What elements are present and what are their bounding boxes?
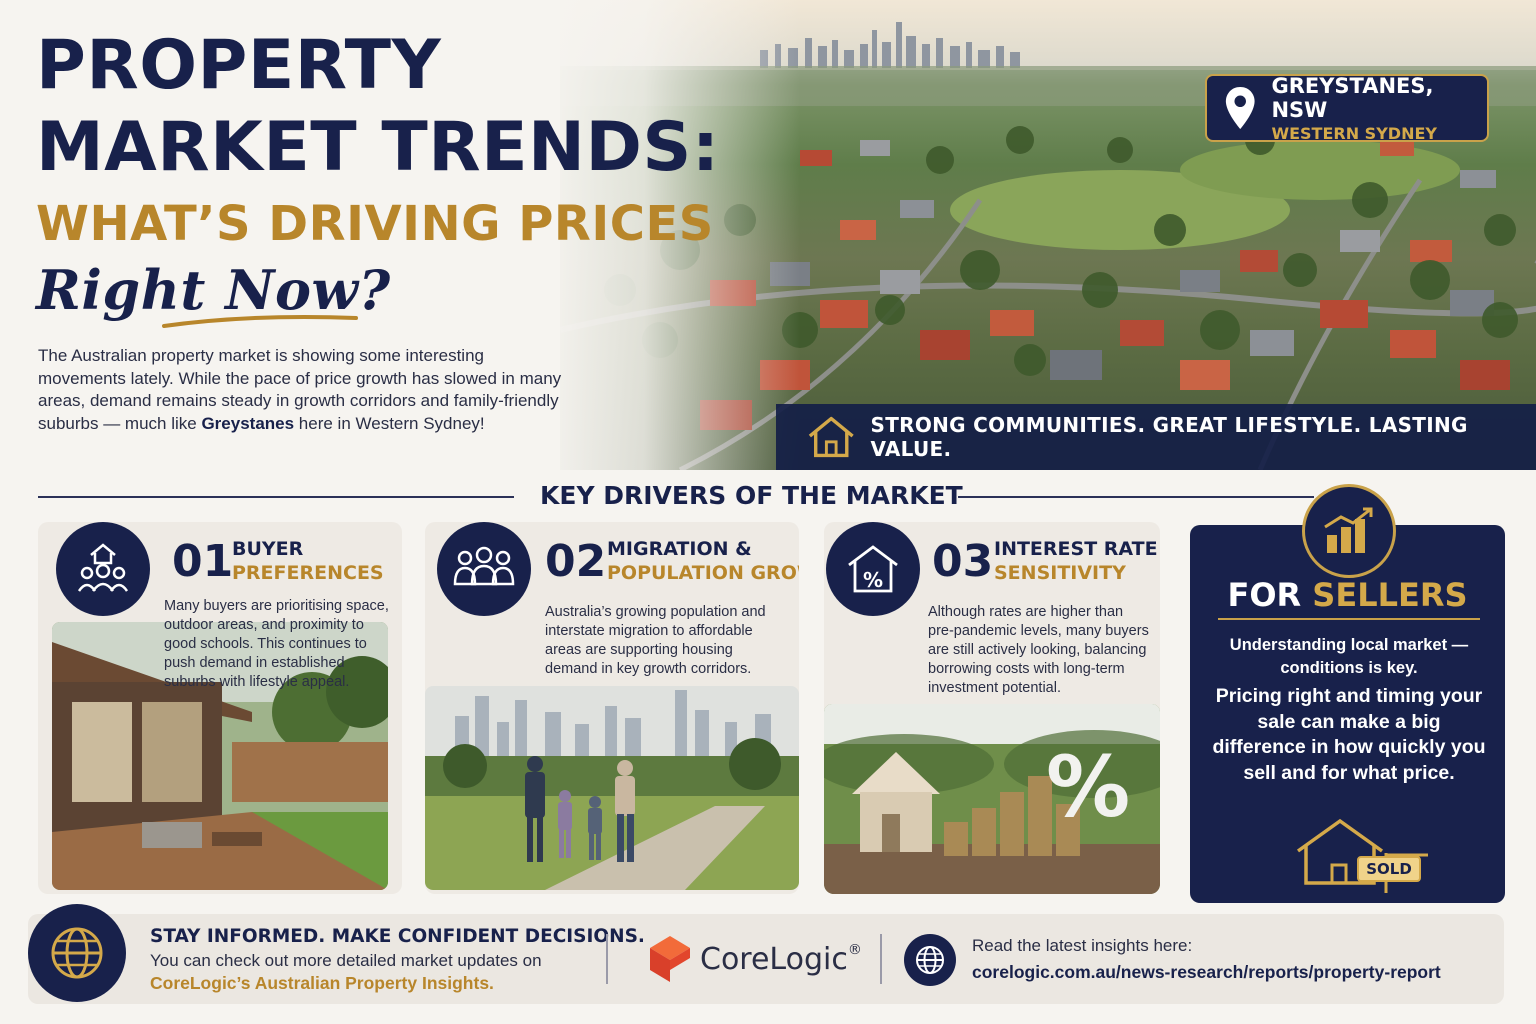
family-house-icon	[56, 522, 150, 616]
bar-chart-icon	[1302, 484, 1396, 578]
driver-card-3: % % 03 INTEREST RATE SENSITIVITY Althoug…	[824, 522, 1160, 894]
corelogic-logo-icon	[650, 936, 690, 982]
intro-paragraph: The Australian property market is showin…	[38, 346, 562, 433]
sellers-panel: SOLD	[1190, 525, 1505, 903]
card-title-line1: INTEREST RATE	[994, 538, 1158, 560]
title-line-3: WHAT’S DRIVING PRICES	[36, 196, 714, 252]
footer-text: You can check out more detailed market u…	[150, 951, 542, 970]
read-label: Read the latest insights here:	[972, 936, 1193, 955]
section-heading: KEY DRIVERS OF THE MARKET	[540, 481, 963, 510]
family-walking-photo	[425, 686, 799, 890]
percent-glyph: %	[1046, 738, 1130, 836]
hero-fade-overlay	[540, 0, 800, 470]
house-coins-photo: %	[824, 704, 1160, 894]
location-pin-icon	[1225, 86, 1255, 130]
card-title-line2: PREFERENCES	[232, 562, 384, 584]
web-globe-icon	[904, 934, 956, 986]
sellers-intro: Understanding local market —conditions i…	[1229, 636, 1469, 677]
footer-insights-link[interactable]: CoreLogic’s Australian Property Insights…	[150, 973, 494, 993]
outdoor-deck-photo	[52, 622, 388, 890]
location-name: GREYSTANES, NSW	[1271, 73, 1434, 122]
card-number: 03	[932, 536, 994, 587]
section-rule-left	[38, 496, 514, 498]
card-number: 02	[545, 536, 607, 587]
sellers-divider	[1218, 618, 1480, 620]
svg-text:%: %	[863, 568, 883, 592]
card-body: Many buyers are prioritising space, outd…	[164, 598, 389, 690]
card-title-line2: SENSITIVITY	[994, 562, 1126, 584]
title-script: Right Now?	[36, 258, 391, 322]
tagline-text: STRONG COMMUNITIES. GREAT LIFESTYLE. LAS…	[870, 413, 1468, 461]
sellers-advice: Pricing right and timing your sale can m…	[1212, 685, 1486, 784]
footer-divider	[606, 934, 608, 984]
card-title-line1: MIGRATION &	[607, 538, 752, 560]
sellers-title: FOR SELLERS	[1227, 576, 1468, 614]
card-title-line1: BUYER	[232, 538, 304, 560]
intro-highlight: Greystanes	[201, 413, 295, 433]
location-region: WESTERN SYDNEY	[1271, 123, 1437, 143]
driver-card-1: 01 BUYER PREFERENCES Many buyers are pri…	[38, 522, 402, 894]
title-line-2: MARKET TRENDS:	[36, 108, 720, 187]
footer-divider	[880, 934, 882, 984]
card-body: Although rates are higher than pre-pande…	[928, 604, 1149, 696]
tagline-bar: STRONG COMMUNITIES. GREAT LIFESTYLE. LAS…	[776, 404, 1536, 470]
sold-house-icon	[1296, 818, 1428, 893]
people-group-icon	[437, 522, 531, 616]
location-badge: GREYSTANES, NSW WESTERN SYDNEY	[1205, 73, 1489, 143]
section-rule-right	[958, 496, 1314, 498]
card-body: Australia’s growing population and inter…	[545, 604, 766, 677]
card-title-line2: POPULATION GROWTH	[607, 562, 799, 584]
house-percent-icon: %	[826, 522, 920, 616]
title-line-1: PROPERTY	[36, 26, 442, 105]
sold-sign-text: SOLD	[1366, 860, 1412, 878]
footer-bar	[28, 914, 1504, 1004]
report-url-link[interactable]: corelogic.com.au/news-research/reports/p…	[972, 962, 1441, 982]
title-underline	[162, 315, 358, 328]
footer-heading: STAY INFORMED. MAKE CONFIDENT DECISIONS.	[150, 926, 645, 947]
driver-card-2: 02 MIGRATION & POPULATION GROWTH Austral…	[425, 522, 799, 894]
card-number: 01	[172, 536, 234, 587]
globe-icon	[28, 904, 126, 1002]
house-outline-icon	[808, 416, 854, 458]
corelogic-brand: CoreLogic®	[700, 942, 862, 977]
